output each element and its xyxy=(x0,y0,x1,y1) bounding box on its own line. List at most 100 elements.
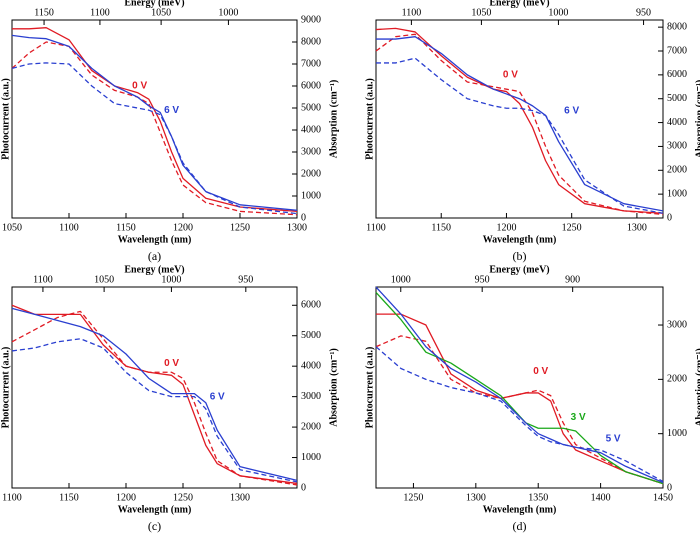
x-tick-label: 1050 xyxy=(2,222,22,233)
y2-tick-label: 6000 xyxy=(301,80,321,91)
x-tick-label: 1300 xyxy=(230,492,250,503)
y2-tick-label: 8000 xyxy=(667,21,687,32)
caption: (d) xyxy=(513,519,527,533)
plot-frame xyxy=(375,286,664,489)
series-line xyxy=(376,313,664,485)
x-tick-label: 1200 xyxy=(116,492,136,503)
y2-tick-label: 2000 xyxy=(667,165,687,176)
x2-axis-title: Energy (meV) xyxy=(124,0,184,8)
y-axis-title: Photocurrent (a.u.) xyxy=(0,347,11,429)
x2-tick-label: 1050 xyxy=(151,7,171,18)
y2-tick-label: 1000 xyxy=(301,452,321,463)
y2-tick-label: 7000 xyxy=(667,45,687,56)
x-tick-label: 1150 xyxy=(59,492,79,503)
series-line xyxy=(11,338,298,483)
y2-tick-label: 2000 xyxy=(667,374,687,385)
y2-tick-label: 2000 xyxy=(301,168,321,179)
y2-tick-label: 1000 xyxy=(301,190,321,201)
y2-axis-title: Absorption (cm⁻¹) xyxy=(694,80,700,159)
y2-tick-label: 5000 xyxy=(301,330,321,341)
series-line xyxy=(11,310,298,486)
x2-tick-label: 1000 xyxy=(161,274,181,285)
y2-tick-label: 6000 xyxy=(667,69,687,80)
series-line xyxy=(375,335,664,485)
x-tick-label: 1250 xyxy=(562,222,582,233)
y2-tick-label: 4000 xyxy=(301,360,321,371)
x-tick-label: 1250 xyxy=(403,492,423,503)
series-line xyxy=(12,27,298,213)
series-line xyxy=(11,34,298,211)
caption: (b) xyxy=(513,249,527,263)
x-tick-label: 1100 xyxy=(59,222,79,233)
series-line xyxy=(375,346,664,483)
series-line xyxy=(11,304,298,485)
series-line xyxy=(375,27,664,214)
x-tick-label: 1200 xyxy=(173,222,193,233)
series-line xyxy=(376,36,664,212)
x2-tick-label: 1100 xyxy=(90,7,110,18)
x2-axis-title: Energy (meV) xyxy=(489,0,549,8)
x2-tick-label: 950 xyxy=(636,7,651,18)
plot-frame xyxy=(11,286,298,489)
x2-tick-label: 900 xyxy=(565,274,580,285)
series-line xyxy=(376,57,664,214)
y2-tick-label: 3000 xyxy=(667,141,687,152)
annotation: 3 V xyxy=(571,412,586,423)
y2-tick-label: 4000 xyxy=(301,124,321,135)
y2-tick-label: 5000 xyxy=(667,93,687,104)
x2-tick-label: 1050 xyxy=(471,7,491,18)
x-tick-label: 1350 xyxy=(528,492,548,503)
y2-axis-title: Absorption (cm⁻¹) xyxy=(694,348,700,427)
caption: (c) xyxy=(148,519,161,533)
x-tick-label: 1300 xyxy=(627,222,647,233)
x-tick-label: 1250 xyxy=(173,492,193,503)
series-line xyxy=(375,33,664,216)
y2-tick-label: 8000 xyxy=(301,36,321,47)
y2-tick-label: 2000 xyxy=(301,421,321,432)
y2-tick-label: 5000 xyxy=(301,102,321,113)
x-tick-label: 1450 xyxy=(653,492,673,503)
y2-tick-label: 4000 xyxy=(667,117,687,128)
x-axis-title: Wavelength (nm) xyxy=(118,234,192,245)
y2-tick-label: 3000 xyxy=(301,391,321,402)
x2-tick-label: 1000 xyxy=(391,274,411,285)
x-tick-label: 1150 xyxy=(116,222,136,233)
panel: 1100 1150 1200 1250 1300 1100 1050 1000 950 0 1000… xyxy=(364,0,700,263)
y2-tick-label: 0 xyxy=(667,482,672,493)
series-line xyxy=(375,291,664,485)
annotation: 0 V xyxy=(132,81,147,92)
annotation: 6 V xyxy=(164,105,179,116)
y2-tick-label: 1000 xyxy=(667,428,687,439)
y2-tick-label: 3000 xyxy=(301,146,321,157)
x-axis-title: Wavelength (nm) xyxy=(483,234,557,245)
x2-tick-label: 1100 xyxy=(402,7,422,18)
x2-axis-title: Energy (meV) xyxy=(124,264,184,275)
y-axis-title: Photocurrent (a.u.) xyxy=(0,78,11,160)
x-tick-label: 1300 xyxy=(287,222,307,233)
caption: (a) xyxy=(148,249,161,263)
x2-tick-label: 950 xyxy=(475,274,490,285)
x2-tick-label: 1000 xyxy=(548,7,568,18)
y2-tick-label: 9000 xyxy=(301,14,321,25)
series-line xyxy=(11,41,298,216)
annotation: 6 V xyxy=(564,105,579,116)
y2-tick-label: 3000 xyxy=(667,319,687,330)
x-tick-label: 1400 xyxy=(591,492,611,503)
series-line xyxy=(375,286,664,484)
x-tick-label: 1100 xyxy=(2,492,22,503)
y2-tick-label: 6000 xyxy=(301,300,321,311)
x-tick-label: 1300 xyxy=(466,492,486,503)
annotation: 0 V xyxy=(164,358,179,369)
x2-tick-label: 1000 xyxy=(218,7,238,18)
plot-frame xyxy=(11,19,298,219)
x2-axis-title: Energy (meV) xyxy=(489,264,549,275)
y2-axis-title: Absorption (cm⁻¹) xyxy=(328,80,339,159)
x2-tick-label: 1100 xyxy=(33,274,53,285)
annotation: 6 V xyxy=(210,391,225,402)
x2-tick-label: 1050 xyxy=(94,274,114,285)
y2-tick-label: 1000 xyxy=(667,188,687,199)
annotation: 0 V xyxy=(533,366,548,377)
panel: 1250 1300 1350 1400 1450 1000 950 900 0 1000 2000 3… xyxy=(364,264,700,532)
y2-tick-label: 0 xyxy=(301,212,306,223)
